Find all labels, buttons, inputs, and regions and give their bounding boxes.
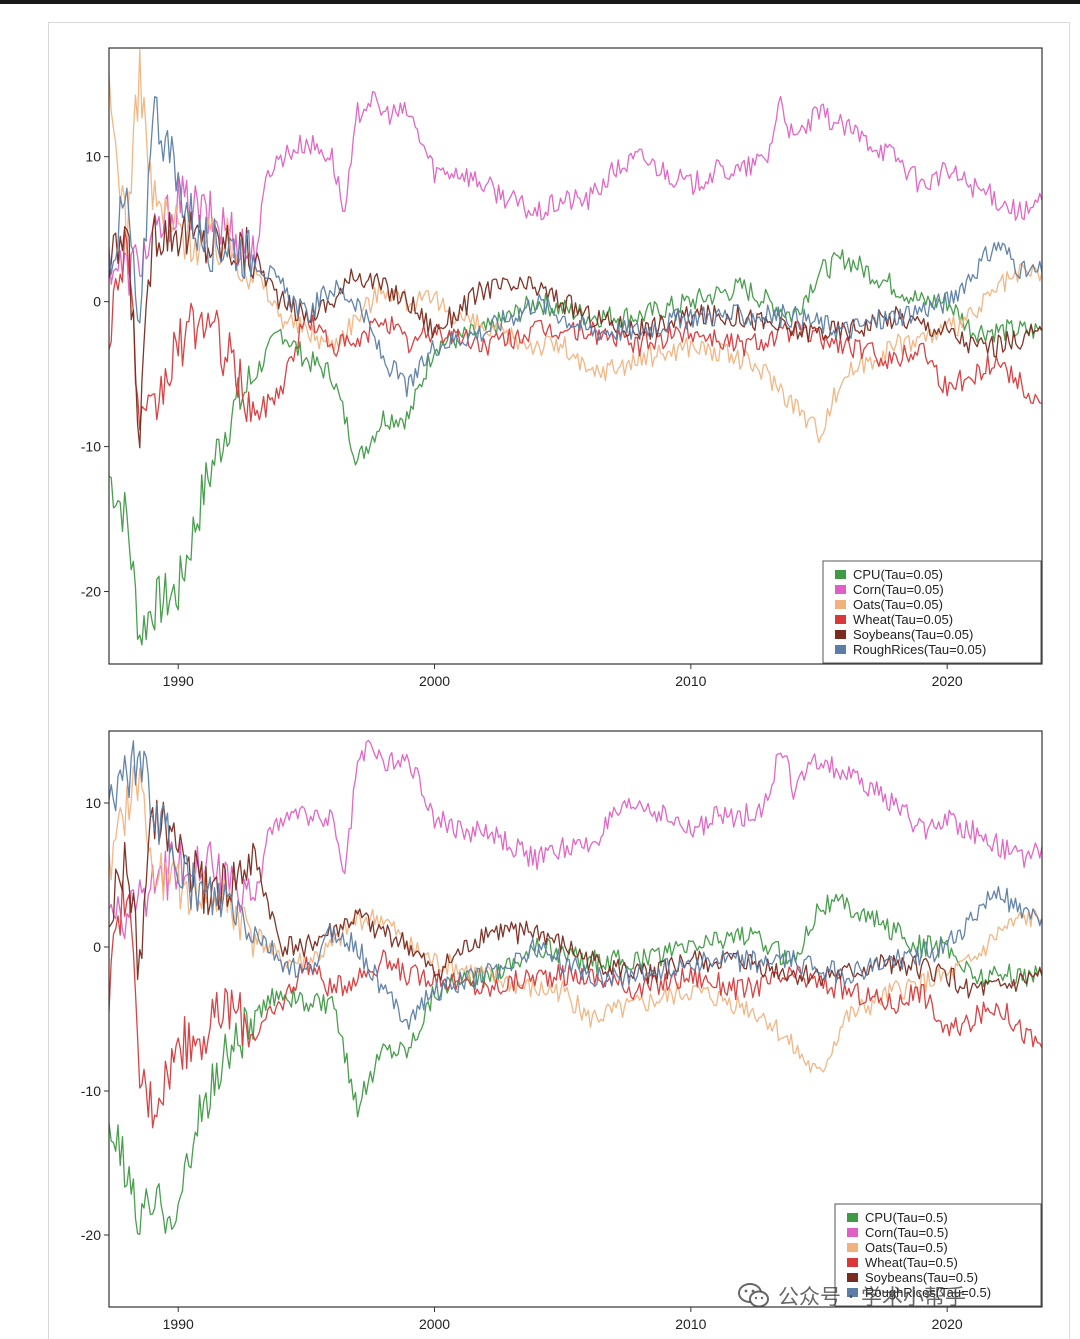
series-line-wheat xyxy=(109,880,1042,1129)
legend-label-oats: Oats(Tau=0.5) xyxy=(865,1240,948,1255)
y-tick-label: 0 xyxy=(93,939,101,955)
legend-label-corn: Corn(Tau=0.05) xyxy=(853,582,944,597)
legend-swatch-wheat xyxy=(835,615,846,624)
legend-label-roughrices: RoughRices(Tau=0.05) xyxy=(853,642,986,657)
page-card xyxy=(48,22,1070,1339)
plot-frame xyxy=(108,730,1043,1308)
legend-label-roughrices: RoughRices(Tau=0.5) xyxy=(865,1285,991,1300)
legend-swatch-oats xyxy=(835,600,846,609)
wechat-logo-icon xyxy=(738,1283,769,1308)
x-tick-label: 2020 xyxy=(932,1316,963,1332)
legend-swatch-soybeans xyxy=(835,630,846,639)
y-tick-label: 0 xyxy=(93,294,101,310)
legend-box xyxy=(834,1203,1042,1307)
plot-frame xyxy=(108,47,1043,665)
series-line-wheat xyxy=(109,229,1042,431)
y-tick-label: 10 xyxy=(85,149,101,165)
x-tick-label: 2000 xyxy=(419,1316,450,1332)
legend-swatch-corn xyxy=(847,1228,858,1237)
y-tick-label: 10 xyxy=(85,795,101,811)
watermark: 公众号 · 学术小帮手 xyxy=(738,1278,966,1314)
legend-swatch-corn xyxy=(835,585,846,594)
legend-swatch-roughrices xyxy=(847,1288,858,1297)
legend-label-oats: Oats(Tau=0.05) xyxy=(853,597,943,612)
legend-swatch-oats xyxy=(847,1243,858,1252)
chart-panel-1: 10 0 -10 -20 1990 2000 2010 2020 CPU(Tau=0.05)Co… xyxy=(81,47,1043,689)
series-line-cpu xyxy=(109,249,1042,646)
series-line-corn xyxy=(109,90,1042,296)
y-tick-label: -20 xyxy=(81,584,101,600)
series-line-oats xyxy=(109,765,1042,1073)
legend-swatch-cpu xyxy=(847,1213,858,1222)
watermark-text: 公众号 · 学术小帮手 xyxy=(778,1285,967,1309)
series-line-corn xyxy=(109,739,1042,940)
legend-swatch-soybeans xyxy=(847,1273,858,1282)
series-group xyxy=(109,739,1042,1235)
series-line-roughrices xyxy=(109,96,1042,398)
x-tick-label: 1990 xyxy=(163,673,194,689)
x-tick-label: 2010 xyxy=(675,1316,706,1332)
x-tick-label: 1990 xyxy=(163,1316,194,1332)
legend-label-soybeans: Soybeans(Tau=0.5) xyxy=(865,1270,978,1285)
legend-label-wheat: Wheat(Tau=0.5) xyxy=(865,1255,958,1270)
legend-label-corn: Corn(Tau=0.5) xyxy=(865,1225,948,1240)
x-tick-label: 2000 xyxy=(419,673,450,689)
legend-swatch-wheat xyxy=(847,1258,858,1267)
x-tick-label: 2010 xyxy=(675,673,706,689)
legend: CPU(Tau=0.05)Corn(Tau=0.05)Oats(Tau=0.05… xyxy=(822,560,1042,664)
legend-swatch-cpu xyxy=(835,570,846,579)
y-tick-label: -20 xyxy=(81,1227,101,1243)
y-tick-label: -10 xyxy=(81,439,101,455)
legend-label-wheat: Wheat(Tau=0.05) xyxy=(853,612,953,627)
legend-label-soybeans: Soybeans(Tau=0.05) xyxy=(853,627,973,642)
x-tick-label: 2020 xyxy=(932,673,963,689)
series-line-roughrices xyxy=(109,740,1042,1030)
series-line-soybeans xyxy=(109,211,1042,449)
legend: CPU(Tau=0.5)Corn(Tau=0.5)Oats(Tau=0.5)Wh… xyxy=(834,1203,1042,1307)
series-group xyxy=(109,49,1042,646)
legend-swatch-roughrices xyxy=(835,645,846,654)
legend-box xyxy=(822,560,1042,664)
y-tick-label: -10 xyxy=(81,1083,101,1099)
legend-label-cpu: CPU(Tau=0.05) xyxy=(853,567,943,582)
legend-label-cpu: CPU(Tau=0.5) xyxy=(865,1210,948,1225)
series-line-cpu xyxy=(109,893,1042,1235)
chart-panel-2: 10 0 -10 -20 1990 2000 2010 2020 CPU(Tau=0.5)Cor… xyxy=(81,730,1043,1332)
top-status-bar xyxy=(0,0,1080,4)
